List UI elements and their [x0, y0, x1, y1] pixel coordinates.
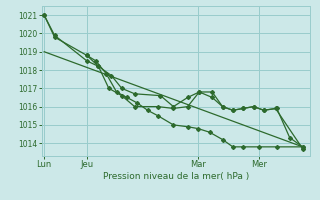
X-axis label: Pression niveau de la mer( hPa ): Pression niveau de la mer( hPa ) — [103, 172, 249, 181]
